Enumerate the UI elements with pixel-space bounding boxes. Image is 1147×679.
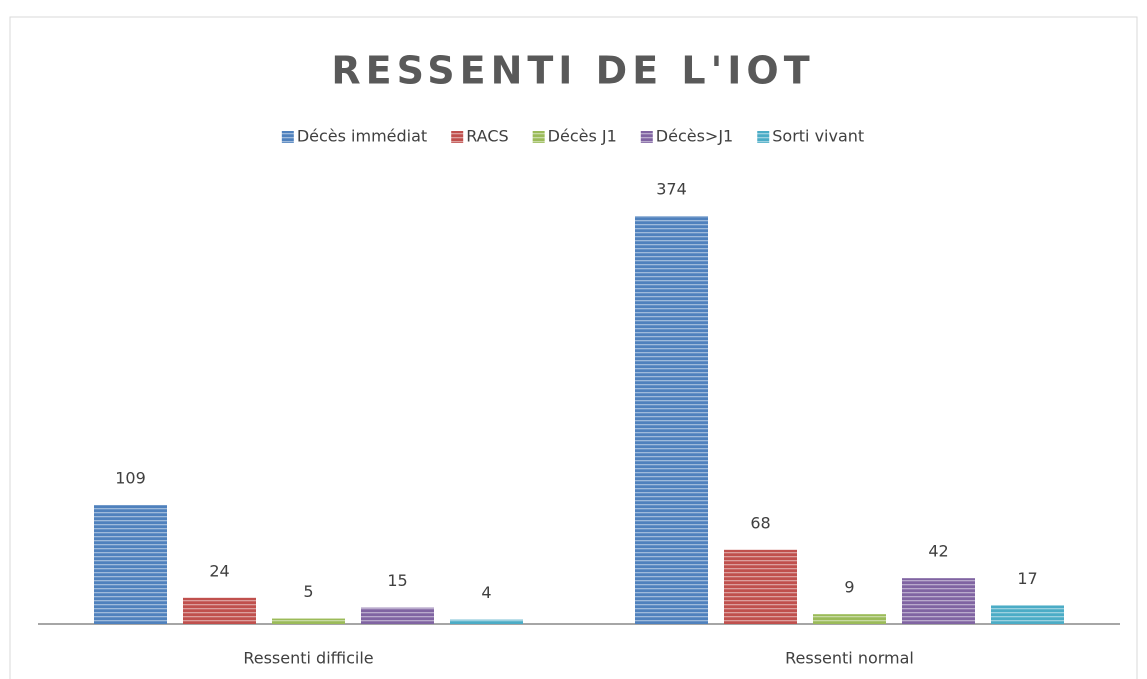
legend-item: Décès>J1 [640,127,733,146]
bar [272,618,345,624]
legend-item: Sorti vivant [757,127,864,146]
data-label: 5 [303,582,313,601]
legend-item: Décès immédiat [281,127,427,146]
legend-label: Sorti vivant [772,127,864,146]
bar [450,619,523,624]
chart-frame [9,16,1138,679]
bar [724,549,797,624]
legend-swatch [532,131,545,143]
data-label: 17 [1017,569,1037,588]
legend-item: RACS [451,127,509,146]
data-label: 109 [115,469,146,488]
legend-item: Décès J1 [532,127,617,146]
legend-swatch [640,131,653,143]
data-label: 68 [750,513,770,532]
x-tick-label: Ressenti normal [785,649,914,668]
bar [813,614,886,624]
data-label: 15 [387,571,407,590]
bar [635,216,708,624]
data-label: 24 [209,561,229,580]
legend-swatch [757,131,770,143]
bar [94,505,167,624]
bar [902,578,975,624]
data-label: 42 [928,542,948,561]
bar [991,605,1064,624]
bar [361,607,434,624]
legend-label: Décès J1 [548,127,617,146]
legend-label: Décès immédiat [297,127,427,146]
legend-swatch [281,131,294,143]
bar [183,597,256,624]
data-label: 4 [481,583,491,602]
chart-title: RESSENTI DE L'IOT [331,49,814,93]
legend-label: Décès>J1 [656,127,733,146]
legend-swatch [451,131,464,143]
x-tick-label: Ressenti difficile [243,649,373,668]
data-label: 9 [844,578,854,597]
legend-label: RACS [466,127,508,146]
data-label: 374 [656,180,687,199]
